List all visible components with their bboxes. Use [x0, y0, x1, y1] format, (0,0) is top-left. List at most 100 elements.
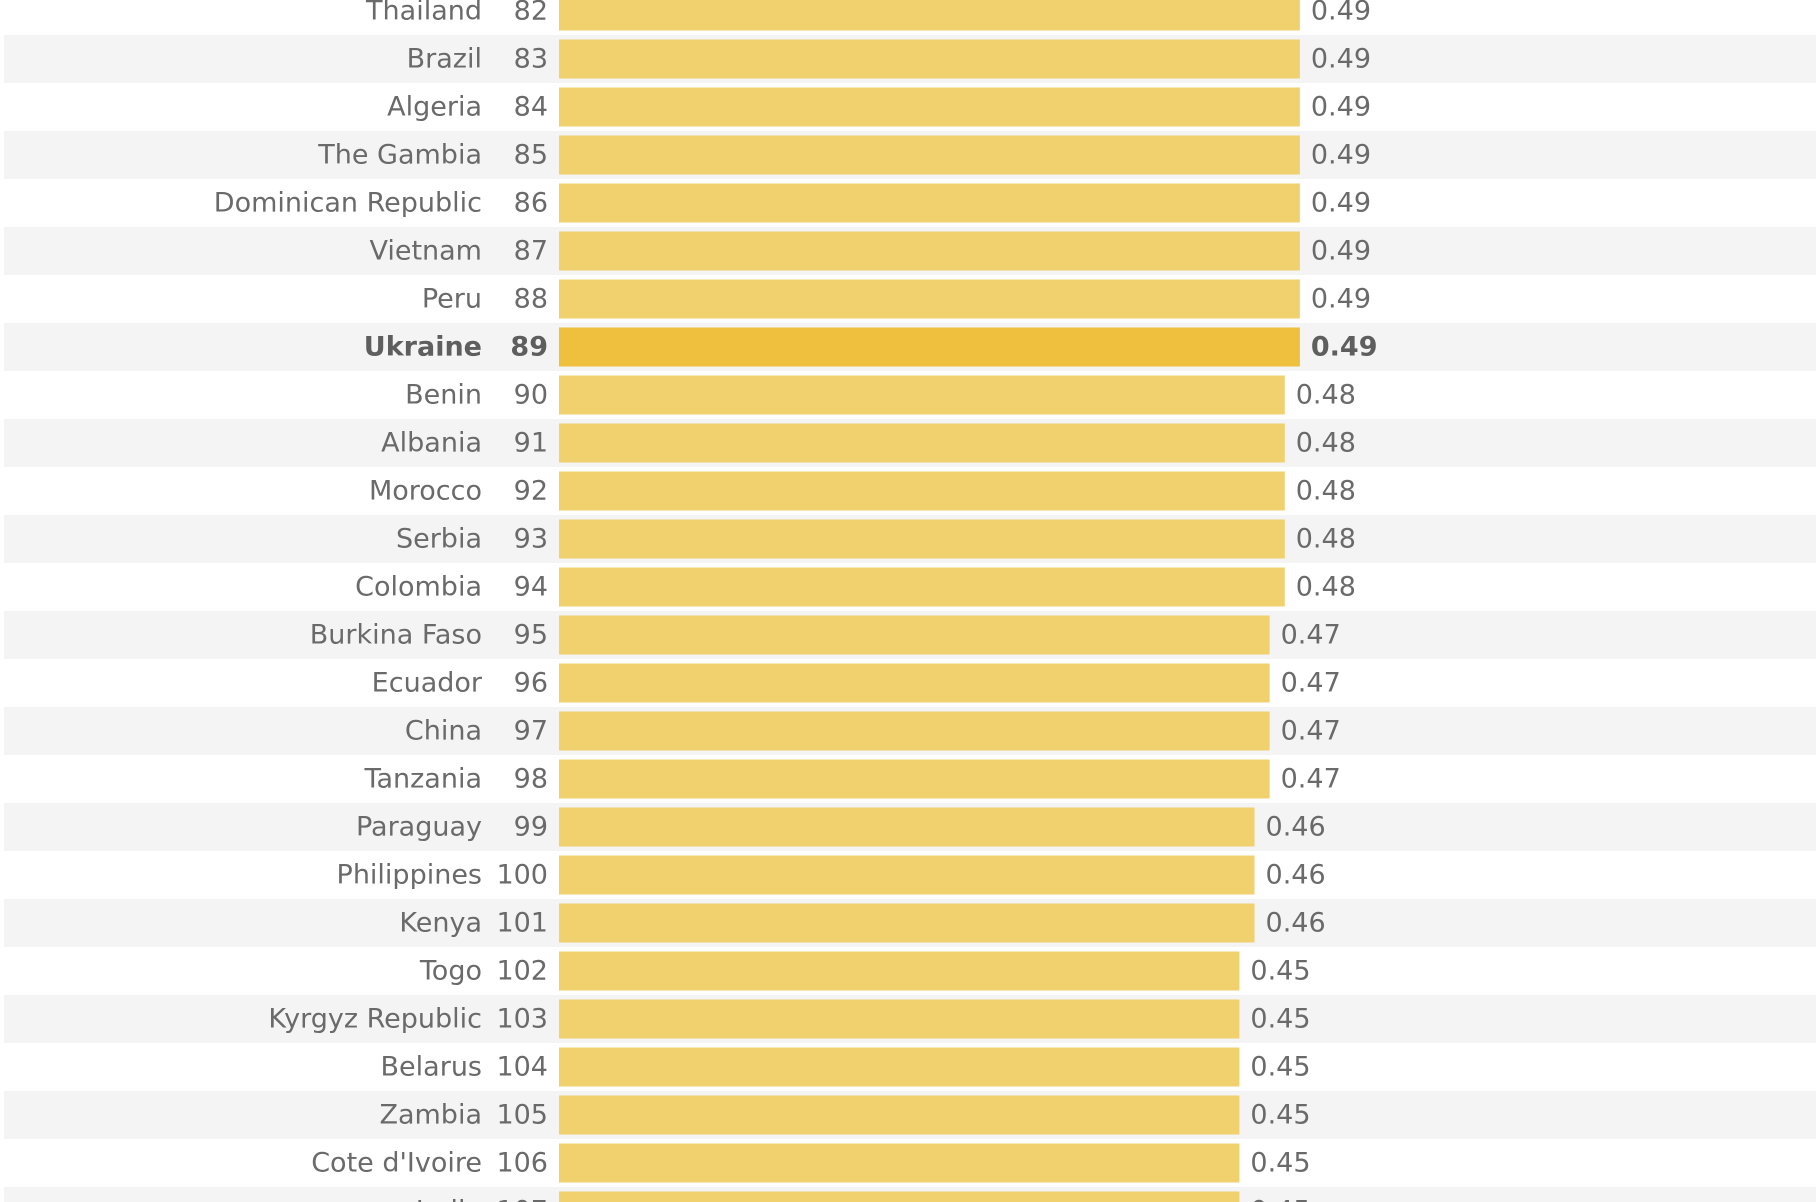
rank-label: 89 [510, 332, 548, 363]
rank-label: 104 [496, 1052, 548, 1083]
value-label: 0.49 [1311, 140, 1371, 171]
bar-ukraine [559, 327, 1300, 367]
country-label: Burkina Faso [310, 620, 482, 651]
bar-the-gambia [559, 135, 1300, 175]
country-label: Philippines [337, 860, 482, 891]
country-label: Cote d'Ivoire [311, 1148, 482, 1179]
country-label: The Gambia [317, 140, 482, 171]
rank-label: 96 [514, 668, 548, 699]
value-label: 0.46 [1266, 812, 1326, 843]
bar-kyrgyz-republic [559, 999, 1240, 1039]
rank-label: 94 [514, 572, 548, 603]
rank-label: 97 [514, 716, 548, 747]
bar-india [559, 1191, 1240, 1202]
rank-label: 90 [514, 380, 548, 411]
value-label: 0.48 [1296, 524, 1356, 555]
country-label: Thailand [365, 0, 482, 27]
bar-belarus [559, 1047, 1240, 1087]
bar-morocco [559, 471, 1285, 511]
bar-togo [559, 951, 1240, 991]
rank-label: 92 [514, 476, 548, 507]
value-label: 0.47 [1281, 764, 1341, 795]
rank-label: 83 [514, 44, 548, 75]
bar-burkina-faso [559, 615, 1270, 655]
rank-label: 95 [514, 620, 548, 651]
value-label: 0.46 [1266, 908, 1326, 939]
rank-label: 84 [514, 92, 548, 123]
rank-label: 106 [496, 1148, 548, 1179]
bar-colombia [559, 567, 1285, 607]
value-label: 0.48 [1296, 476, 1356, 507]
country-label: Tanzania [363, 764, 482, 795]
bar-albania [559, 423, 1285, 463]
value-label: 0.49 [1311, 236, 1371, 267]
bar-peru [559, 279, 1300, 319]
rank-label: 82 [514, 0, 548, 27]
value-label: 0.47 [1281, 716, 1341, 747]
country-label: China [405, 716, 482, 747]
rank-label: 98 [514, 764, 548, 795]
bar-thailand [559, 0, 1300, 31]
value-label: 0.45 [1250, 1052, 1310, 1083]
rank-label: 93 [514, 524, 548, 555]
value-label: 0.45 [1250, 956, 1310, 987]
country-label: Kyrgyz Republic [268, 1004, 482, 1035]
value-label: 0.49 [1311, 188, 1371, 219]
bar-paraguay [559, 807, 1255, 847]
country-label: Dominican Republic [214, 188, 482, 219]
value-label: 0.45 [1250, 1196, 1310, 1202]
country-label: Vietnam [369, 236, 482, 267]
bar-china [559, 711, 1270, 751]
rank-label: 101 [496, 908, 548, 939]
country-label: Togo [419, 956, 482, 987]
bar-kenya [559, 903, 1255, 943]
rank-label: 88 [514, 284, 548, 315]
country-label: Belarus [381, 1052, 482, 1083]
bar-brazil [559, 39, 1300, 79]
bar-philippines [559, 855, 1255, 895]
country-label: Kenya [399, 908, 482, 939]
rank-label: 102 [496, 956, 548, 987]
rank-label: 105 [496, 1100, 548, 1131]
country-label: India [416, 1196, 482, 1202]
rank-label: 100 [496, 860, 548, 891]
bar-vietnam [559, 231, 1300, 271]
bar-cote-d-ivoire [559, 1143, 1240, 1183]
value-label: 0.48 [1296, 380, 1356, 411]
value-label: 0.45 [1250, 1004, 1310, 1035]
value-label: 0.48 [1296, 572, 1356, 603]
rank-label: 91 [514, 428, 548, 459]
bar-benin [559, 375, 1285, 415]
country-label: Ukraine [364, 332, 482, 363]
rank-label: 87 [514, 236, 548, 267]
bar-dominican-republic [559, 183, 1300, 223]
country-label: Colombia [355, 572, 482, 603]
bar-zambia [559, 1095, 1240, 1135]
rank-label: 86 [514, 188, 548, 219]
country-label: Paraguay [356, 812, 482, 843]
country-label: Ecuador [372, 668, 483, 699]
value-label: 0.49 [1311, 92, 1371, 123]
country-label: Brazil [407, 44, 482, 75]
country-label: Albania [381, 428, 482, 459]
country-label: Serbia [396, 524, 482, 555]
rank-label: 103 [496, 1004, 548, 1035]
country-label: Morocco [369, 476, 482, 507]
value-label: 0.49 [1311, 44, 1371, 75]
country-label: Algeria [387, 92, 482, 123]
value-label: 0.49 [1311, 332, 1378, 363]
bar-algeria [559, 87, 1300, 127]
bar-ecuador [559, 663, 1270, 703]
value-label: 0.49 [1311, 284, 1371, 315]
rank-label: 85 [514, 140, 548, 171]
country-label: Zambia [379, 1100, 482, 1131]
value-label: 0.45 [1250, 1100, 1310, 1131]
value-label: 0.46 [1266, 860, 1326, 891]
value-label: 0.48 [1296, 428, 1356, 459]
country-label: Peru [422, 284, 482, 315]
rank-label: 99 [514, 812, 548, 843]
bar-serbia [559, 519, 1285, 559]
rank-label: 107 [496, 1196, 548, 1202]
country-label: Benin [405, 380, 482, 411]
value-label: 0.47 [1281, 668, 1341, 699]
